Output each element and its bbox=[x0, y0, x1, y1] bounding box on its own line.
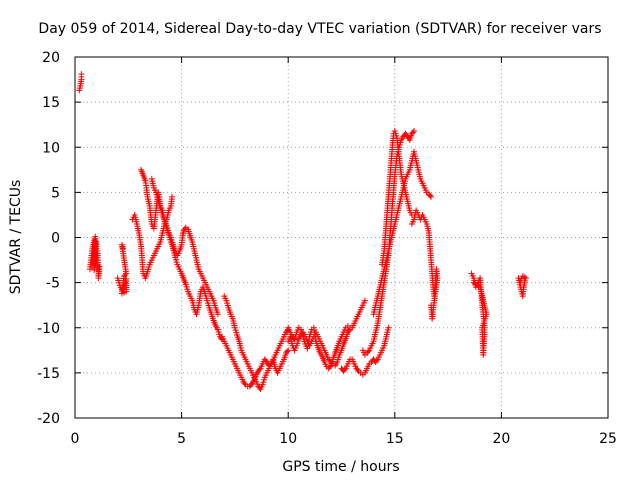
data-point bbox=[341, 366, 348, 373]
y-tick-label: -20 bbox=[37, 411, 60, 427]
x-tick-label: 5 bbox=[177, 431, 186, 447]
y-tick-label: -10 bbox=[37, 321, 60, 337]
y-tick-label: 0 bbox=[51, 231, 60, 247]
data-points bbox=[76, 71, 529, 393]
y-axis-ticks: -20 -15 -10 -5 0 5 10 15 20 bbox=[37, 50, 608, 427]
x-tick-label: 25 bbox=[599, 431, 617, 447]
x-axis-ticks: 0 5 10 15 20 25 bbox=[71, 57, 617, 447]
grid-lines bbox=[75, 57, 608, 418]
y-tick-label: -15 bbox=[37, 366, 60, 382]
plot-frame bbox=[74, 56, 609, 419]
data-point bbox=[365, 348, 372, 355]
data-point bbox=[262, 357, 269, 364]
data-point bbox=[426, 192, 433, 199]
data-point bbox=[409, 129, 416, 136]
data-point bbox=[214, 311, 221, 318]
x-tick-label: 15 bbox=[386, 431, 404, 447]
x-tick-label: 10 bbox=[279, 431, 297, 447]
data-point bbox=[428, 193, 435, 200]
y-axis-label: SDTVAR / TECUs bbox=[8, 180, 24, 295]
x-tick-label: 20 bbox=[492, 431, 510, 447]
data-point bbox=[403, 132, 410, 139]
y-tick-label: 15 bbox=[42, 95, 60, 111]
data-point bbox=[256, 366, 263, 373]
data-point bbox=[361, 297, 368, 304]
y-tick-label: 10 bbox=[42, 140, 60, 156]
y-tick-label: -5 bbox=[46, 276, 60, 292]
data-point bbox=[326, 364, 333, 371]
x-tick-label: 0 bbox=[71, 431, 80, 447]
data-point bbox=[96, 263, 103, 270]
y-tick-label: 5 bbox=[51, 185, 60, 201]
data-point bbox=[517, 277, 524, 284]
data-point bbox=[344, 322, 351, 329]
data-point bbox=[410, 128, 417, 135]
data-point bbox=[284, 348, 291, 355]
data-point bbox=[119, 245, 126, 252]
data-point bbox=[428, 302, 435, 309]
data-point bbox=[354, 366, 361, 373]
chart-title: Day 059 of 2014, Sidereal Day-to-day VTE… bbox=[38, 21, 601, 37]
data-point bbox=[385, 324, 392, 331]
data-point bbox=[521, 274, 528, 281]
data-point bbox=[247, 382, 254, 389]
data-point bbox=[78, 71, 85, 78]
data-point bbox=[345, 327, 352, 334]
data-point bbox=[470, 279, 477, 286]
data-point bbox=[241, 380, 248, 387]
y-tick-label: 20 bbox=[42, 50, 60, 66]
x-axis-label: GPS time / hours bbox=[282, 459, 399, 475]
data-point bbox=[285, 347, 292, 354]
data-point bbox=[169, 193, 176, 200]
data-point bbox=[373, 357, 380, 364]
data-point bbox=[122, 271, 129, 278]
